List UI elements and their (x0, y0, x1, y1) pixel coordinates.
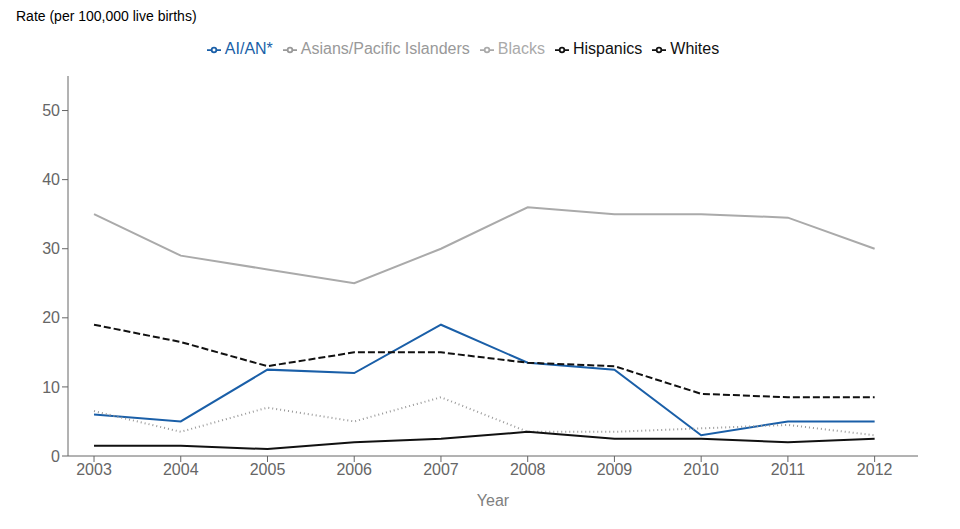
svg-text:0: 0 (51, 448, 60, 465)
html-text:Whites: Whites (670, 40, 720, 57)
html-text:Rate (per 100,000 live births): Rate (per 100,000 live births) (16, 8, 197, 24)
svg-text:40: 40 (42, 171, 60, 188)
html-text:AI/AN*: AI/AN* (224, 40, 273, 57)
svg-text:30: 30 (42, 240, 60, 257)
svg-text:50: 50 (42, 102, 60, 119)
svg-text:2007: 2007 (423, 461, 459, 478)
svg-text:Year: Year (477, 492, 510, 509)
svg-text:2011: 2011 (771, 461, 806, 478)
html-text:Hispanics: Hispanics (572, 40, 643, 57)
svg-text:2006: 2006 (336, 461, 372, 478)
html-text:Asians/Pacific Islanders: Asians/Pacific Islanders (300, 40, 470, 57)
svg-text:2004: 2004 (163, 461, 199, 478)
svg-text:2008: 2008 (510, 461, 546, 478)
svg-text:2010: 2010 (683, 461, 719, 478)
svg-text:2003: 2003 (76, 461, 112, 478)
svg-text:20: 20 (42, 309, 60, 326)
svg-text:2005: 2005 (250, 461, 286, 478)
svg-text:2012: 2012 (857, 461, 893, 478)
svg-text:10: 10 (42, 379, 60, 396)
svg-text:2009: 2009 (597, 461, 633, 478)
html-text:Blacks: Blacks (497, 40, 545, 57)
